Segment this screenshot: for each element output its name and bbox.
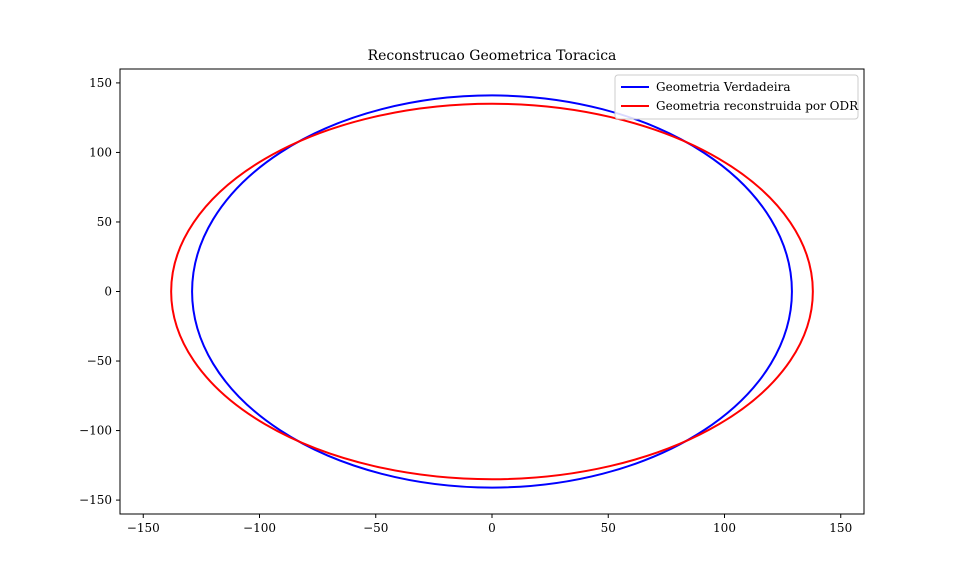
y-tick-label: −100 [79, 424, 112, 438]
y-tick-label: −50 [87, 354, 112, 368]
series-true-geometry-line [191, 94, 793, 489]
y-tick-label: 0 [104, 285, 112, 299]
legend: Geometria Verdadeira Geometria reconstrui… [614, 74, 859, 120]
plot-area [170, 94, 814, 489]
y-tick-label: 50 [97, 215, 112, 229]
x-tick-label: −150 [127, 521, 160, 535]
legend-label: Geometria reconstruida por ODR [656, 99, 859, 113]
legend-box [614, 74, 859, 120]
y-tick-label: 150 [89, 76, 112, 90]
chart-title: Reconstrucao Geometrica Toracica [368, 48, 617, 64]
x-tick-label: −100 [243, 521, 276, 535]
x-tick-label: 0 [488, 521, 496, 535]
x-tick-label: 50 [601, 521, 616, 535]
legend-label: Geometria Verdadeira [656, 80, 791, 94]
axes: −150 −100 −50 0 50 100 150 −150 −100 −50 0 50 100 150 [79, 68, 865, 535]
y-tick-label: −150 [79, 493, 112, 507]
series-odr-geometry-line [170, 102, 814, 481]
y-tick-label: 100 [89, 145, 112, 159]
x-tick-label: −50 [363, 521, 388, 535]
x-tick-label: 150 [829, 521, 852, 535]
x-tick-label: 100 [713, 521, 736, 535]
